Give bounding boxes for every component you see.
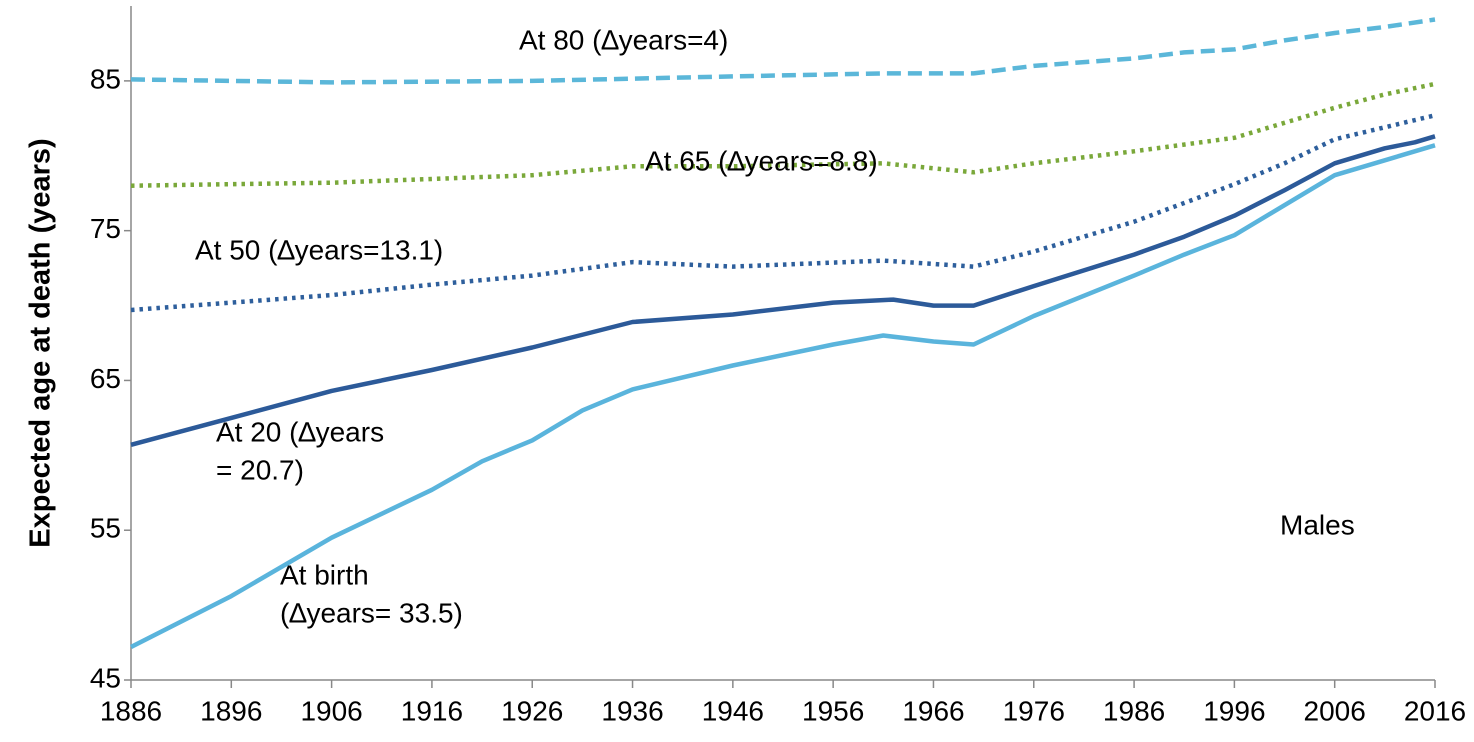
x-tick-label: 2016 (1404, 695, 1466, 726)
y-tick-label: 85 (90, 63, 121, 94)
annotation: At 65 (∆years=8.8) (645, 145, 878, 176)
x-tick-label: 1886 (100, 695, 162, 726)
series-line (129, 143, 1436, 650)
x-tick-label: 1936 (601, 695, 663, 726)
x-tick-label: 1906 (300, 695, 362, 726)
series-line (130, 17, 1436, 85)
annotation: At birth (280, 559, 369, 590)
x-tick-label: 2006 (1304, 695, 1366, 726)
annotation: (∆years= 33.5) (280, 597, 463, 628)
annotation: At 50 (∆years=13.1) (195, 234, 443, 265)
x-tick-label: 1976 (1003, 695, 1065, 726)
x-tick-label: 1946 (702, 695, 764, 726)
annotation: = 20.7) (216, 454, 304, 485)
x-tick-label: 1956 (802, 695, 864, 726)
x-tick-label: 1966 (902, 695, 964, 726)
annotation: At 80 (∆years=4) (519, 24, 728, 55)
series-line (130, 134, 1436, 447)
x-tick-label: 1926 (501, 695, 563, 726)
x-tick-label: 1916 (401, 695, 463, 726)
x-tick-label: 1996 (1203, 695, 1265, 726)
series-line (130, 81, 1436, 188)
y-tick-label: 75 (90, 213, 121, 244)
x-tick-label: 1986 (1103, 695, 1165, 726)
y-tick-label: 65 (90, 363, 121, 394)
series-line (130, 113, 1436, 313)
annotation: At 20 (∆years (216, 416, 384, 447)
annotation: Males (1280, 509, 1355, 540)
y-tick-label: 55 (90, 513, 121, 544)
y-axis-title: Expected age at death (years) (25, 138, 57, 547)
x-tick-label: 1896 (200, 695, 262, 726)
y-tick-label: 45 (90, 662, 121, 693)
